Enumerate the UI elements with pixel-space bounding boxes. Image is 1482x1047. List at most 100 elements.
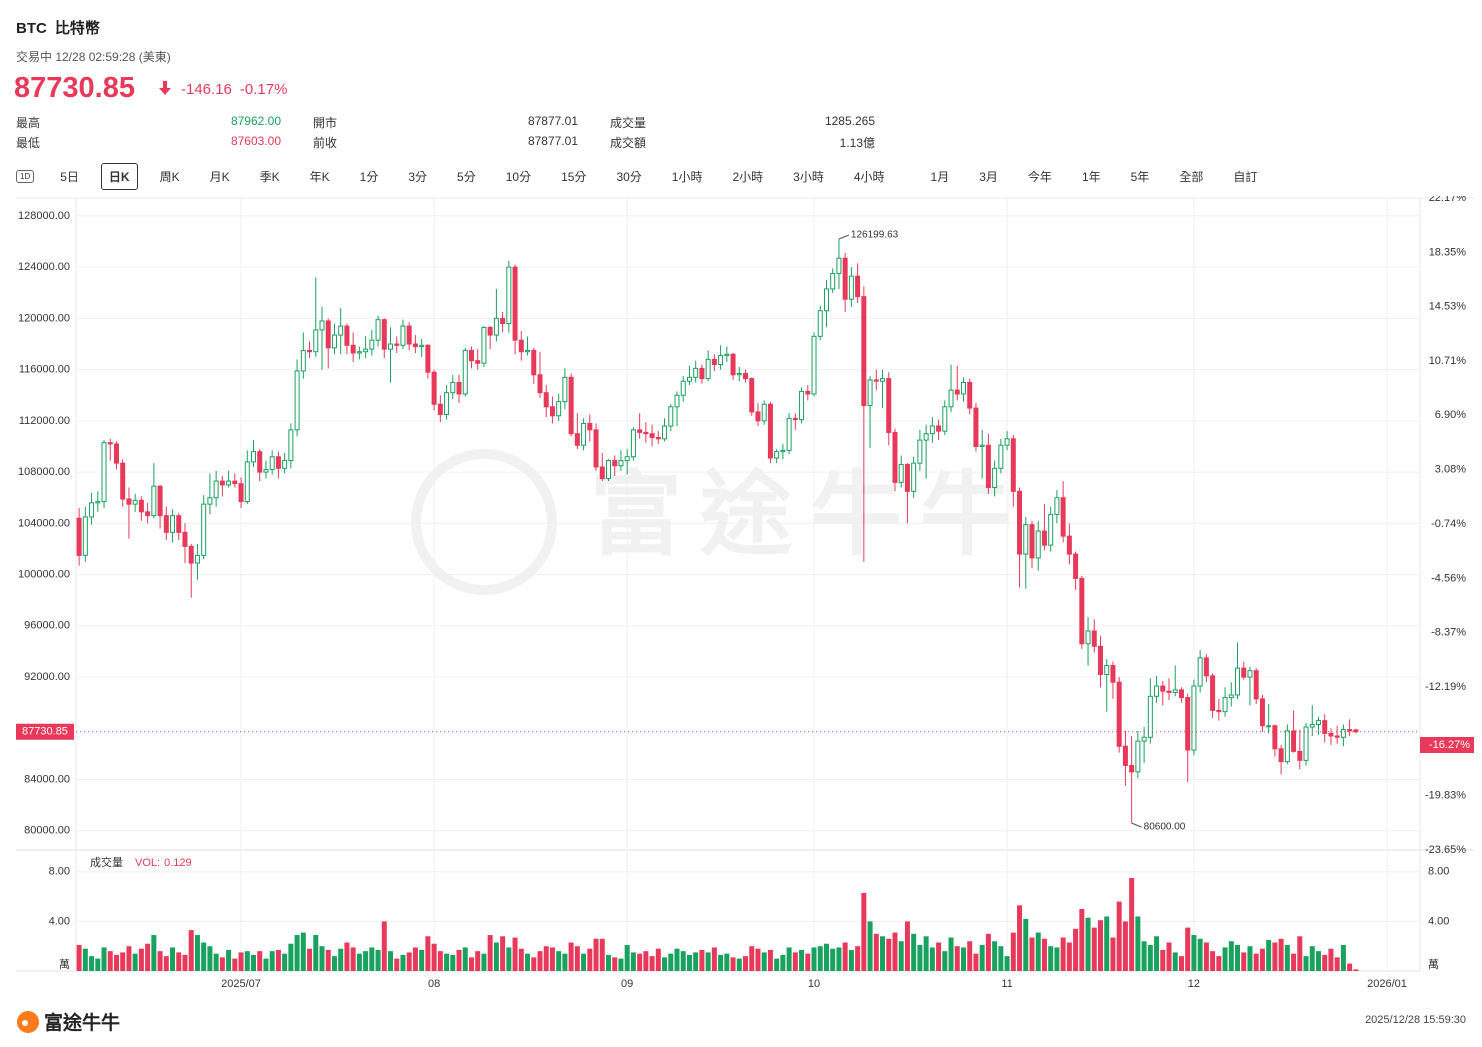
period-button[interactable]: 2小時 [732,170,764,184]
volume-bar [637,953,643,971]
x-tick-label: 09 [621,978,633,990]
candle-body [1309,723,1315,728]
period-button[interactable]: 日K [100,163,138,190]
candle-body [948,389,954,408]
x-tick-label: 10 [808,978,820,990]
period-button[interactable]: 周K [159,170,180,184]
candle-body [350,344,356,354]
candle-body [481,326,487,364]
candle-body [1328,732,1334,737]
volume-bar [730,957,736,971]
volume-bar [574,946,580,971]
volume-bar [232,958,238,971]
volume-bar [1334,957,1340,971]
symbol-name: 比特幣 [54,20,100,37]
candle-body [998,444,1004,469]
volume-bar [1135,916,1141,971]
period-button[interactable]: 1年 [1081,170,1101,184]
candle-body [1073,553,1079,579]
candle-body [89,502,95,518]
period-button[interactable]: 10分 [505,170,532,184]
period-button[interactable]: 季K [259,170,280,184]
candle-body [624,456,630,462]
candle-body [581,422,587,446]
candle-body [568,376,574,435]
symbol-title: BTC 比特幣 [16,17,100,38]
volume-bar [624,944,630,971]
period-button[interactable]: 全部 [1179,170,1204,184]
candle-body [176,515,182,533]
period-button[interactable]: 1D [16,170,35,183]
candle-body [979,444,985,448]
candle-body [1253,670,1259,700]
volume-bar [437,951,443,971]
period-button[interactable]: 5分 [457,170,476,184]
candle-body [1116,681,1122,747]
candle-body [1334,735,1340,738]
candle-body [649,433,655,439]
volume-bar [917,944,923,971]
volume-bar [960,947,966,971]
current-price-tag [16,723,74,740]
candle-body [1091,630,1097,647]
candle-body [805,390,811,395]
volume-bar [786,947,792,971]
candle-body [531,349,537,376]
volume-bar [194,935,200,971]
candle-body [705,358,711,380]
candle-body [188,545,194,564]
candle-body [138,499,144,513]
candle-body [792,417,798,421]
candle-body [917,439,923,464]
annotation-line [838,234,850,240]
period-button[interactable]: 30分 [616,170,642,184]
candle-body [263,469,269,473]
volume-bar [967,941,973,971]
period-button[interactable]: 4小時 [853,170,885,184]
period-button[interactable]: 自訂 [1233,170,1258,184]
candle-body [985,444,991,488]
watermark: 富途牛牛 [590,464,1030,566]
period-button[interactable]: 今年 [1027,170,1052,184]
y-tick-label: 108000.00 [18,466,70,478]
candle-body [238,483,244,503]
candle-body [743,372,749,380]
volume-bar [176,952,182,971]
volume-bar [363,951,369,971]
candle-body [288,429,294,462]
volume-bar [755,948,761,971]
volume-indicator-value: 0.129 [164,857,192,869]
period-button[interactable]: 年K [309,170,330,184]
candle-body [811,335,817,395]
volume-bar [257,951,263,971]
period-button[interactable]: 5日 [60,170,79,184]
period-button[interactable]: 5年 [1130,170,1150,184]
period-button[interactable]: 3小時 [793,170,824,184]
y2-tick-label: 6.90% [1435,409,1466,421]
period-button[interactable]: 1月 [930,170,950,184]
volume-bar [581,953,587,971]
volume-bar [1091,927,1097,971]
candle-body [170,515,176,533]
x-tick-label: 08 [428,978,440,990]
candle-body [848,275,854,300]
stat-value: 1.13億 [839,136,875,150]
volume-bar [456,949,462,971]
volume-bar [132,953,138,971]
period-button[interactable]: 15分 [561,170,587,184]
period-button[interactable]: 月K [209,170,230,184]
candle-body [381,319,387,350]
volume-bar [201,942,207,971]
candle-body [1284,730,1290,763]
candle-body [319,320,325,331]
period-button[interactable]: 3分 [408,170,428,184]
period-button[interactable]: 3月 [979,170,998,184]
volume-bar [724,953,730,971]
volume-bar [412,947,418,971]
volume-bar [1104,916,1110,971]
period-button[interactable]: 1小時 [671,170,703,184]
period-button[interactable]: 1分 [359,170,379,184]
volume-bar [711,947,717,971]
logo-icon [17,1010,39,1033]
volume-bar [388,951,394,971]
